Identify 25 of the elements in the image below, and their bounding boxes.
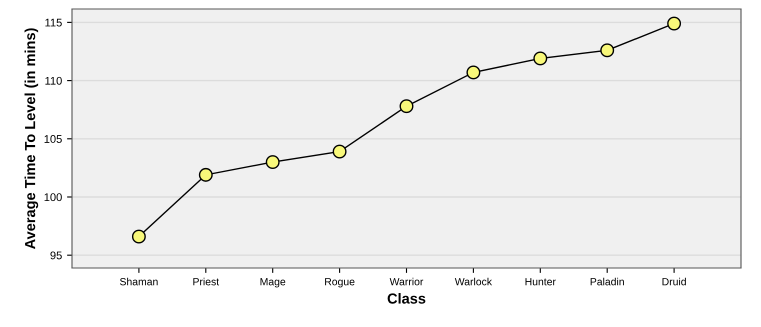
point <box>600 43 614 58</box>
y-tick-label: 115 <box>45 18 62 27</box>
x-tick-label: Priest <box>193 278 220 286</box>
point <box>667 16 682 30</box>
point <box>533 52 548 66</box>
point <box>132 230 146 244</box>
point <box>198 168 213 182</box>
y-tick-label: 110 <box>45 76 62 85</box>
y-tick-label: 95 <box>50 251 62 260</box>
x-tick-label: Paladin <box>590 278 624 286</box>
y-tick-label: 105 <box>44 135 62 143</box>
x-tick-label: Druid <box>662 278 686 286</box>
x-tick-label: Hunter <box>526 278 556 286</box>
x-tick-label: Mage <box>260 278 286 288</box>
x-axis-title: Class <box>388 292 426 304</box>
x-tick-label: Warlock <box>454 278 492 286</box>
x-tick-label: Rogue <box>325 278 354 288</box>
x-tick-label: Shaman <box>120 278 158 286</box>
point <box>400 99 414 114</box>
x-tick-label: Warrior <box>390 278 424 286</box>
point <box>466 65 480 80</box>
point <box>266 155 280 170</box>
y-axis-title: Average Time To Level (in mins) <box>24 28 38 250</box>
y-tick-label: 100 <box>44 193 62 202</box>
point <box>332 144 347 159</box>
